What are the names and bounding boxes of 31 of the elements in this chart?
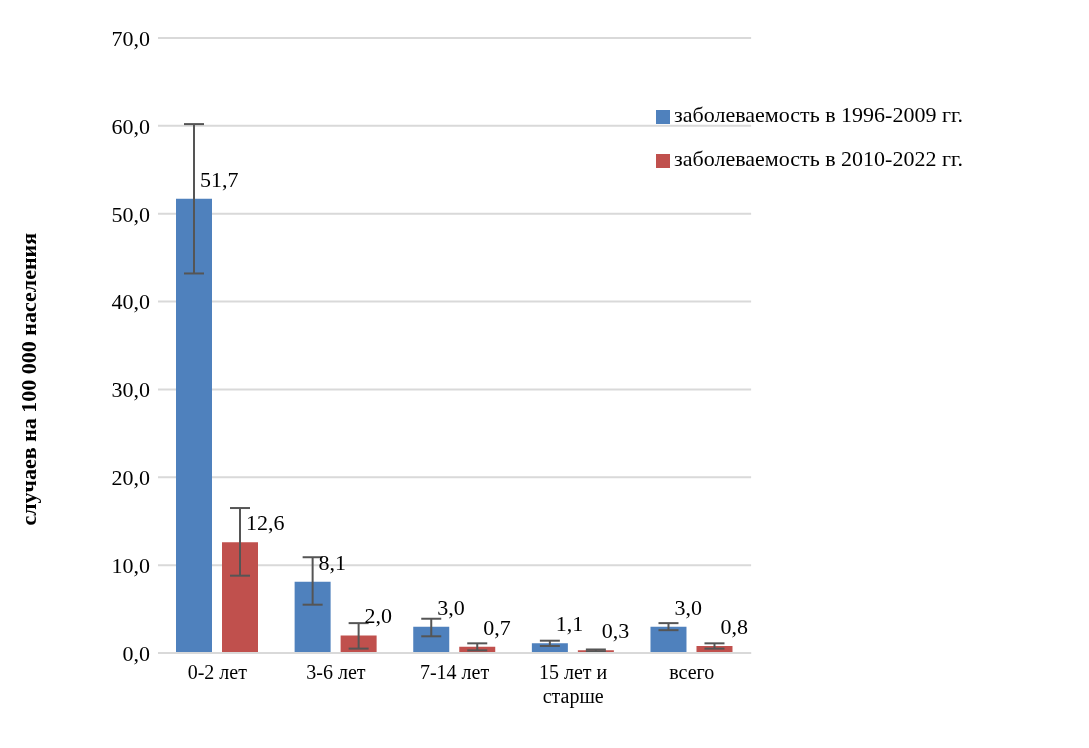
- data-label: 8,1: [318, 549, 347, 575]
- bar: [413, 626, 450, 653]
- y-axis-title: случаев на 100 000 населения: [15, 232, 41, 526]
- bar: [294, 581, 331, 653]
- legend-label: заболеваемость в 2010-2022 гг.: [674, 146, 963, 171]
- x-tick-label: всего: [669, 661, 715, 683]
- data-label: 3,0: [674, 594, 702, 620]
- bar: [176, 198, 212, 653]
- y-tick-label: 30,0: [111, 377, 150, 403]
- data-label: 51,7: [200, 166, 239, 192]
- y-tick-label: 20,0: [111, 465, 150, 491]
- y-tick-label: 60,0: [111, 113, 150, 139]
- x-tick-label: 7-14 лет: [419, 661, 490, 683]
- y-tick-label: 0,0: [122, 640, 150, 666]
- y-tick-label: 40,0: [111, 289, 150, 315]
- data-label: 0,7: [483, 614, 511, 640]
- y-tick-label: 70,0: [111, 25, 150, 51]
- bar: [650, 626, 687, 653]
- x-tick-label: 0-2 лет: [187, 661, 248, 683]
- data-label: 0,8: [720, 613, 748, 639]
- data-label: 2,0: [364, 603, 393, 629]
- x-tick-label: 15 лет и старше: [539, 661, 608, 708]
- legend-label: заболеваемость в 1996-2009 гг.: [674, 102, 963, 127]
- x-tick-label: 3-6 лет: [306, 661, 366, 683]
- y-tick-label: 50,0: [111, 201, 150, 227]
- bar: [222, 542, 258, 653]
- data-label: 1,1: [555, 611, 584, 637]
- data-label: 12,6: [246, 510, 285, 536]
- data-label: 3,0: [437, 594, 465, 620]
- y-tick-label: 10,0: [111, 552, 150, 578]
- data-label: 0,3: [601, 618, 630, 644]
